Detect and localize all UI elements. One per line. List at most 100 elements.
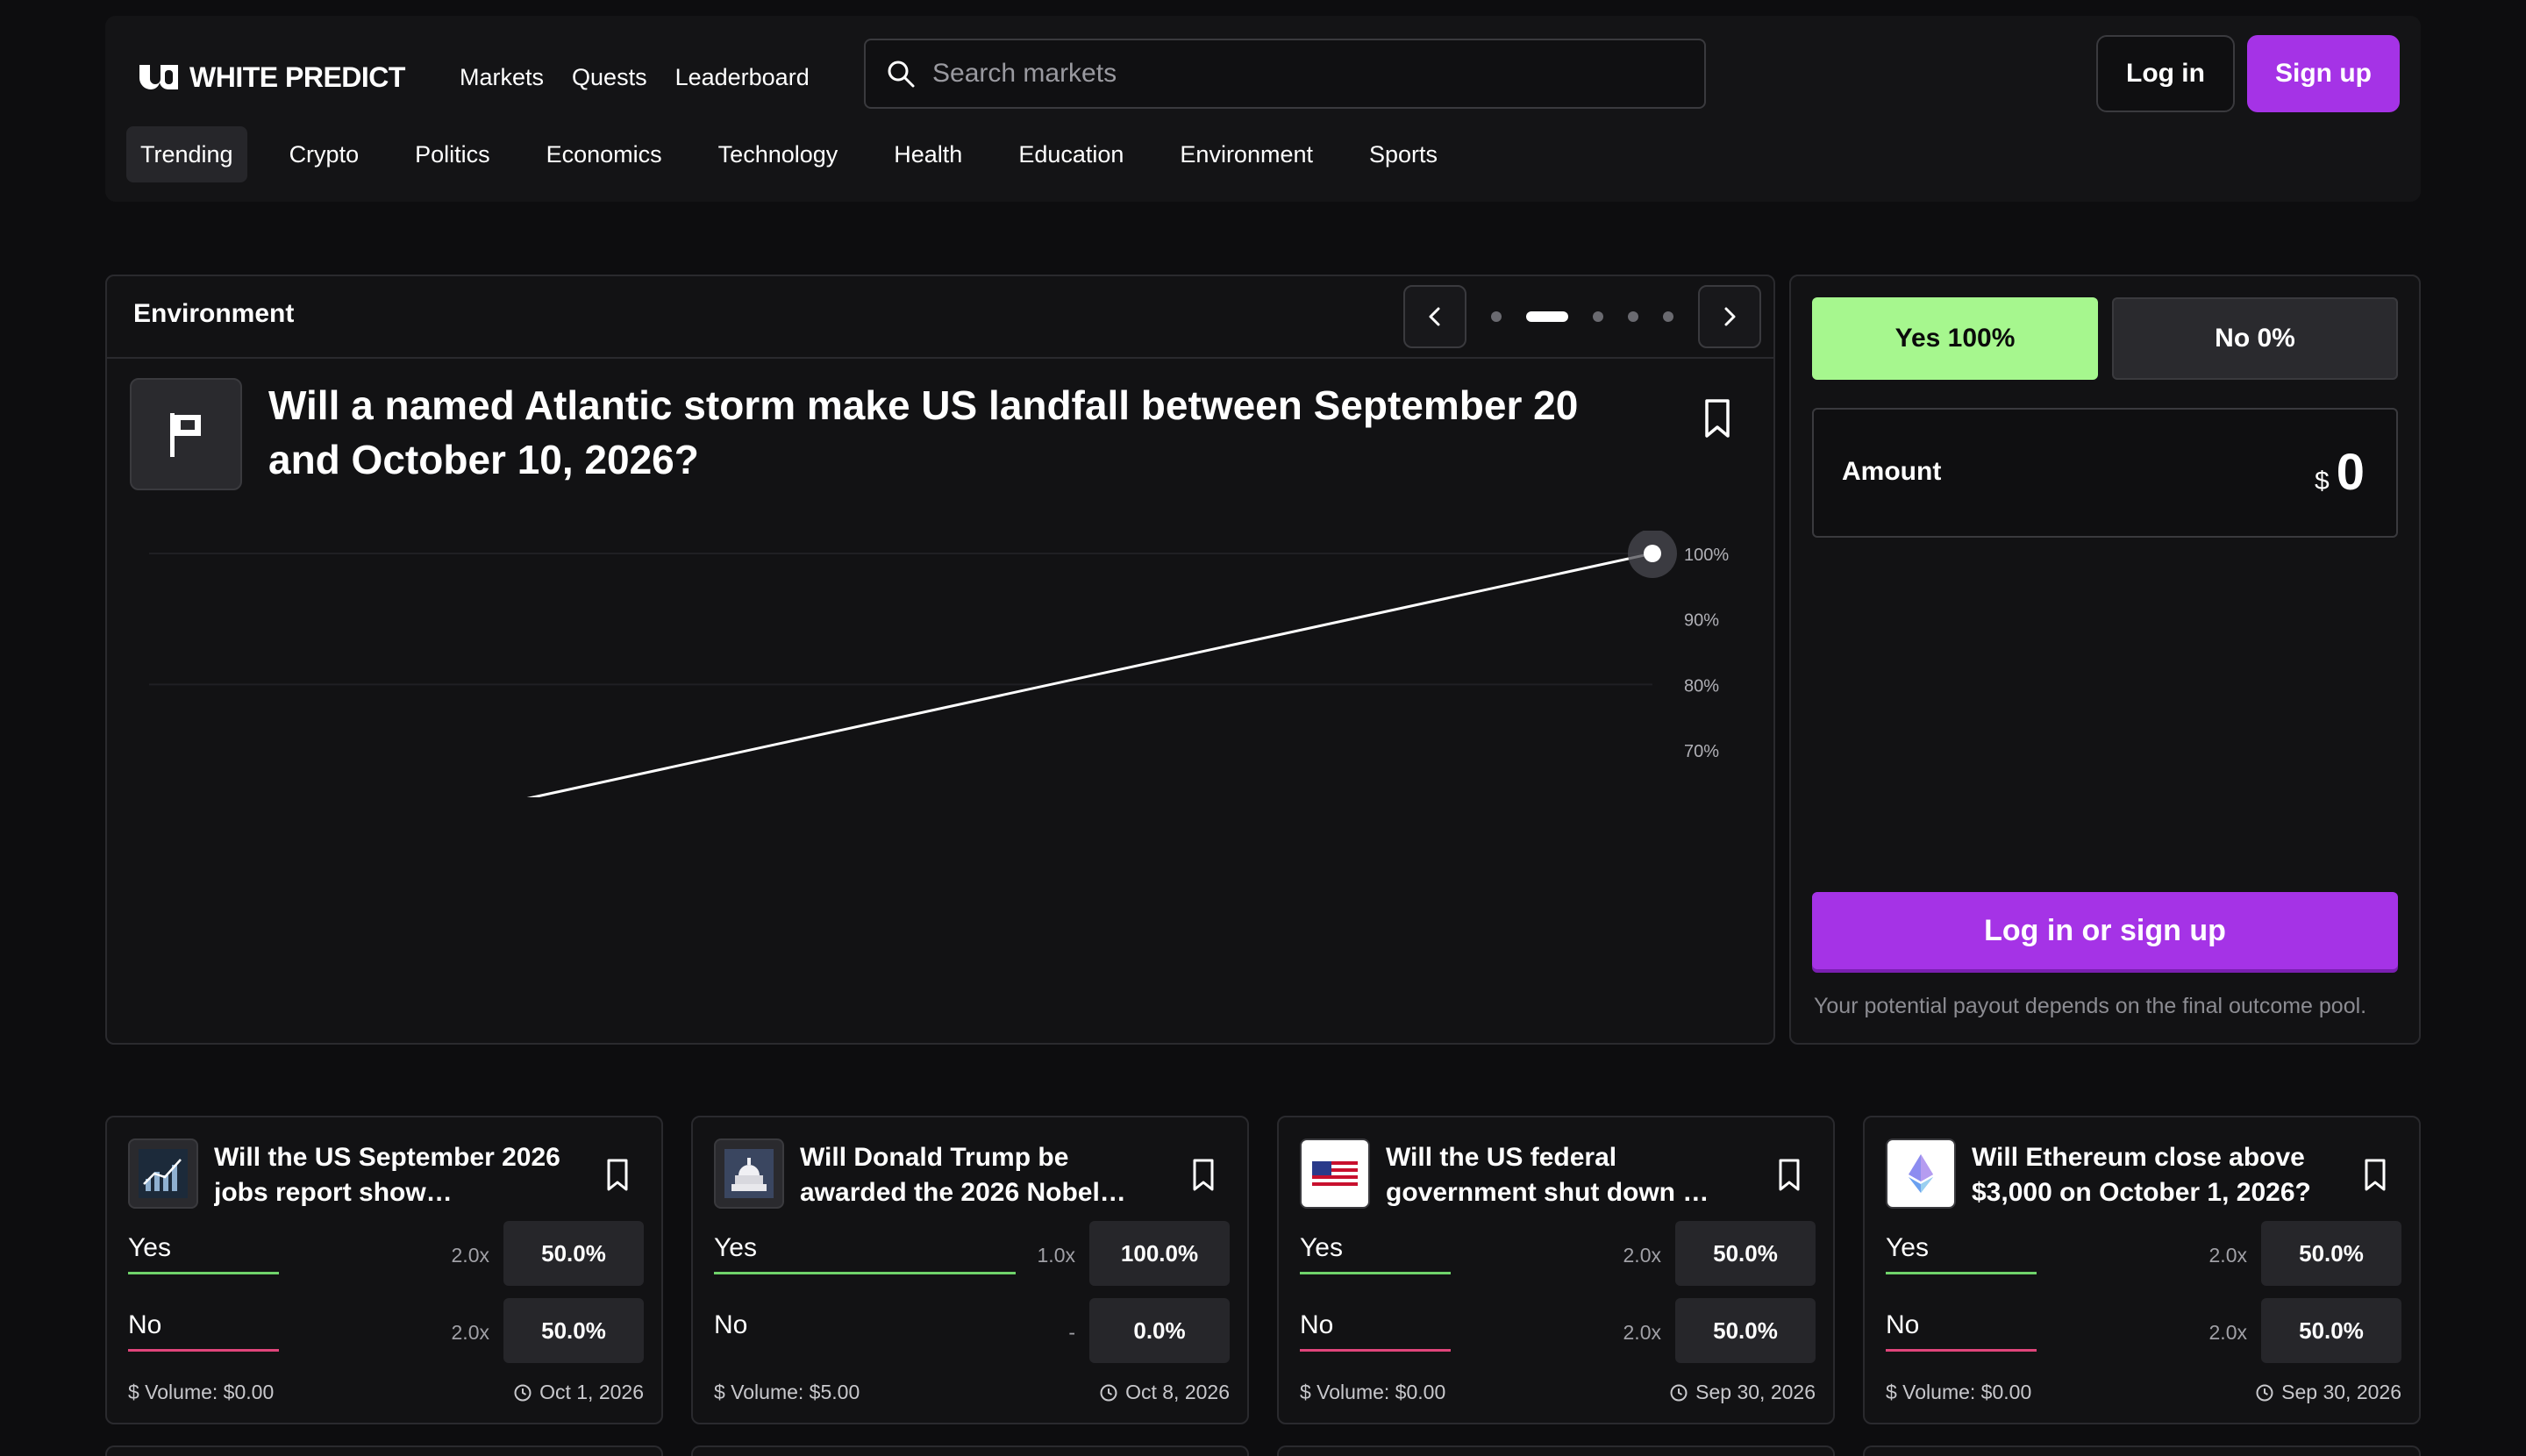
bookmark-icon[interactable] [1775, 1158, 1803, 1193]
carousel-controls [1403, 285, 1761, 348]
card-title[interactable]: Will the US September 2026 jobs report s… [214, 1143, 560, 1207]
end-date: Sep 30, 2026 [2255, 1381, 2401, 1404]
carousel-prev-button[interactable] [1403, 285, 1466, 348]
carousel-dot-active[interactable] [1526, 311, 1568, 322]
yes-price-button[interactable]: 100.0% [1089, 1221, 1230, 1286]
bookmark-icon[interactable] [2361, 1158, 2389, 1193]
search-bar[interactable] [864, 39, 1706, 109]
end-date-text: Sep 30, 2026 [1695, 1381, 1816, 1403]
tab-environment[interactable]: Environment [1180, 141, 1313, 168]
no-outcome-row[interactable]: No 2.0x 50.0% [1300, 1298, 1816, 1363]
logo-mark-icon [139, 65, 178, 90]
card-title[interactable]: Will the US federal government shut down… [1386, 1143, 1709, 1207]
no-probability-bar [1886, 1349, 2037, 1352]
carousel-dot[interactable] [1628, 311, 1638, 322]
amount-input[interactable]: 0 [2336, 444, 2365, 501]
y-tick-label: 80% [1684, 676, 1719, 696]
yes-outcome-row[interactable]: Yes 2.0x 50.0% [128, 1221, 644, 1286]
card-footer: $ Volume: $0.00 Sep 30, 2026 [1886, 1381, 2401, 1407]
volume-text: $ Volume: $5.00 [714, 1381, 860, 1403]
market-card[interactable]: Will the US September 2026 jobs report s… [105, 1116, 663, 1424]
no-outcome-row[interactable]: No 2.0x 50.0% [128, 1298, 644, 1363]
search-input[interactable] [932, 59, 1687, 89]
card-title[interactable]: Will Ethereum close above $3,000 on Octo… [1972, 1143, 2311, 1207]
y-tick-label: 90% [1684, 611, 1719, 631]
no-outcome-row[interactable]: No - 0.0% [714, 1298, 1230, 1363]
card-footer: $ Volume: $5.00 Oct 8, 2026 [714, 1381, 1230, 1407]
no-price-button[interactable]: 50.0% [1675, 1298, 1816, 1363]
payout-multiplier: 2.0x [1623, 1321, 1661, 1344]
carousel-dot[interactable] [1663, 311, 1673, 322]
carousel-dot[interactable] [1491, 311, 1502, 322]
market-card[interactable]: Will Ethereum close above $3,000 on Octo… [1863, 1116, 2421, 1424]
no-probability-bar [128, 1349, 279, 1352]
no-outcome-row[interactable]: No 2.0x 50.0% [1886, 1298, 2401, 1363]
bookmark-icon[interactable] [1700, 397, 1735, 439]
market-card[interactable]: Will the US federal government shut down… [1277, 1116, 1835, 1424]
yes-price-button[interactable]: 50.0% [1675, 1221, 1816, 1286]
volume-text: $ Volume: $0.00 [1886, 1381, 2032, 1403]
bookmark-icon[interactable] [1189, 1158, 1217, 1193]
amount-value[interactable]: $ 0 [2315, 443, 2365, 502]
nav-quests[interactable]: Quests [572, 64, 647, 90]
yes-price-button[interactable]: 50.0% [503, 1221, 644, 1286]
next-row-card [1277, 1445, 1835, 1456]
tab-technology[interactable]: Technology [717, 141, 838, 168]
tab-politics[interactable]: Politics [415, 141, 490, 168]
end-date: Sep 30, 2026 [1669, 1381, 1816, 1404]
market-card[interactable]: Will Donald Trump be awarded the 2026 No… [691, 1116, 1249, 1424]
no-price-button[interactable]: 50.0% [2261, 1298, 2401, 1363]
market-thumbnail [130, 378, 242, 490]
card-footer: $ Volume: $0.00 Oct 1, 2026 [128, 1381, 644, 1407]
login-or-signup-button[interactable]: Log in or sign up [1812, 892, 2398, 969]
price-chart: 100%90%80%70%60%50%40%7:00 PM7:15 PM7:30… [149, 531, 1729, 797]
nav-markets[interactable]: Markets [460, 64, 545, 90]
flag-icon [170, 413, 201, 457]
card-title[interactable]: Will Donald Trump be awarded the 2026 No… [800, 1143, 1126, 1207]
card-thumbnail [714, 1138, 784, 1209]
amount-field[interactable]: Amount $ 0 [1812, 408, 2398, 538]
no-price-button[interactable]: 0.0% [1089, 1298, 1230, 1363]
card-footer: $ Volume: $0.00 Sep 30, 2026 [1300, 1381, 1816, 1407]
no-price-button[interactable]: 50.0% [503, 1298, 644, 1363]
signup-button[interactable]: Sign up [2247, 35, 2400, 112]
card-thumbnail [1300, 1138, 1370, 1209]
yes-price-button[interactable]: 50.0% [2261, 1221, 2401, 1286]
brand-logo[interactable]: WHITE PREDICT [137, 60, 405, 95]
tab-health[interactable]: Health [894, 141, 963, 168]
yes-probability-bar [714, 1272, 1016, 1274]
yes-outcome-row[interactable]: Yes 2.0x 50.0% [1300, 1221, 1816, 1286]
yes-outcome-row[interactable]: Yes 1.0x 100.0% [714, 1221, 1230, 1286]
payout-multiplier: 2.0x [451, 1244, 489, 1267]
featured-header: Environment [107, 276, 1773, 359]
volume-text: $ Volume: $0.00 [128, 1381, 275, 1403]
card-thumbnail [1886, 1138, 1956, 1209]
yes-outcome-row[interactable]: Yes 2.0x 50.0% [1886, 1221, 2401, 1286]
login-button[interactable]: Log in [2096, 35, 2235, 112]
no-probability-bar [1300, 1349, 1451, 1352]
carousel-next-button[interactable] [1698, 285, 1761, 348]
featured-title[interactable]: Will a named Atlantic storm make US land… [268, 382, 1579, 482]
payout-multiplier: 2.0x [1623, 1244, 1661, 1267]
us-flag-icon [1312, 1161, 1358, 1186]
tab-economics[interactable]: Economics [546, 141, 662, 168]
tab-trending[interactable]: Trending [126, 126, 247, 182]
nav-leaderboard[interactable]: Leaderboard [674, 64, 810, 90]
tab-education[interactable]: Education [1018, 141, 1124, 168]
carousel-dot[interactable] [1593, 311, 1603, 322]
yes-outcome-button[interactable]: Yes 100% [1812, 297, 2098, 380]
outcome-label: Yes [1886, 1233, 1929, 1262]
bookmark-icon[interactable] [603, 1158, 632, 1193]
chevron-right-icon [1724, 307, 1736, 326]
category-tabs: Trending Crypto Politics Economics Techn… [126, 126, 1480, 182]
no-outcome-button[interactable]: No 0% [2112, 297, 2398, 380]
trade-panel: Yes 100% No 0% Amount $ 0 Log in or sign… [1789, 275, 2421, 1045]
outcome-label: Yes [128, 1233, 171, 1262]
yes-probability-bar [128, 1272, 279, 1274]
payout-multiplier: - [1068, 1321, 1075, 1344]
payout-multiplier: 2.0x [451, 1321, 489, 1344]
end-date-text: Oct 1, 2026 [539, 1381, 644, 1403]
y-tick-label: 70% [1684, 742, 1719, 761]
tab-crypto[interactable]: Crypto [289, 141, 360, 168]
tab-sports[interactable]: Sports [1369, 141, 1438, 168]
